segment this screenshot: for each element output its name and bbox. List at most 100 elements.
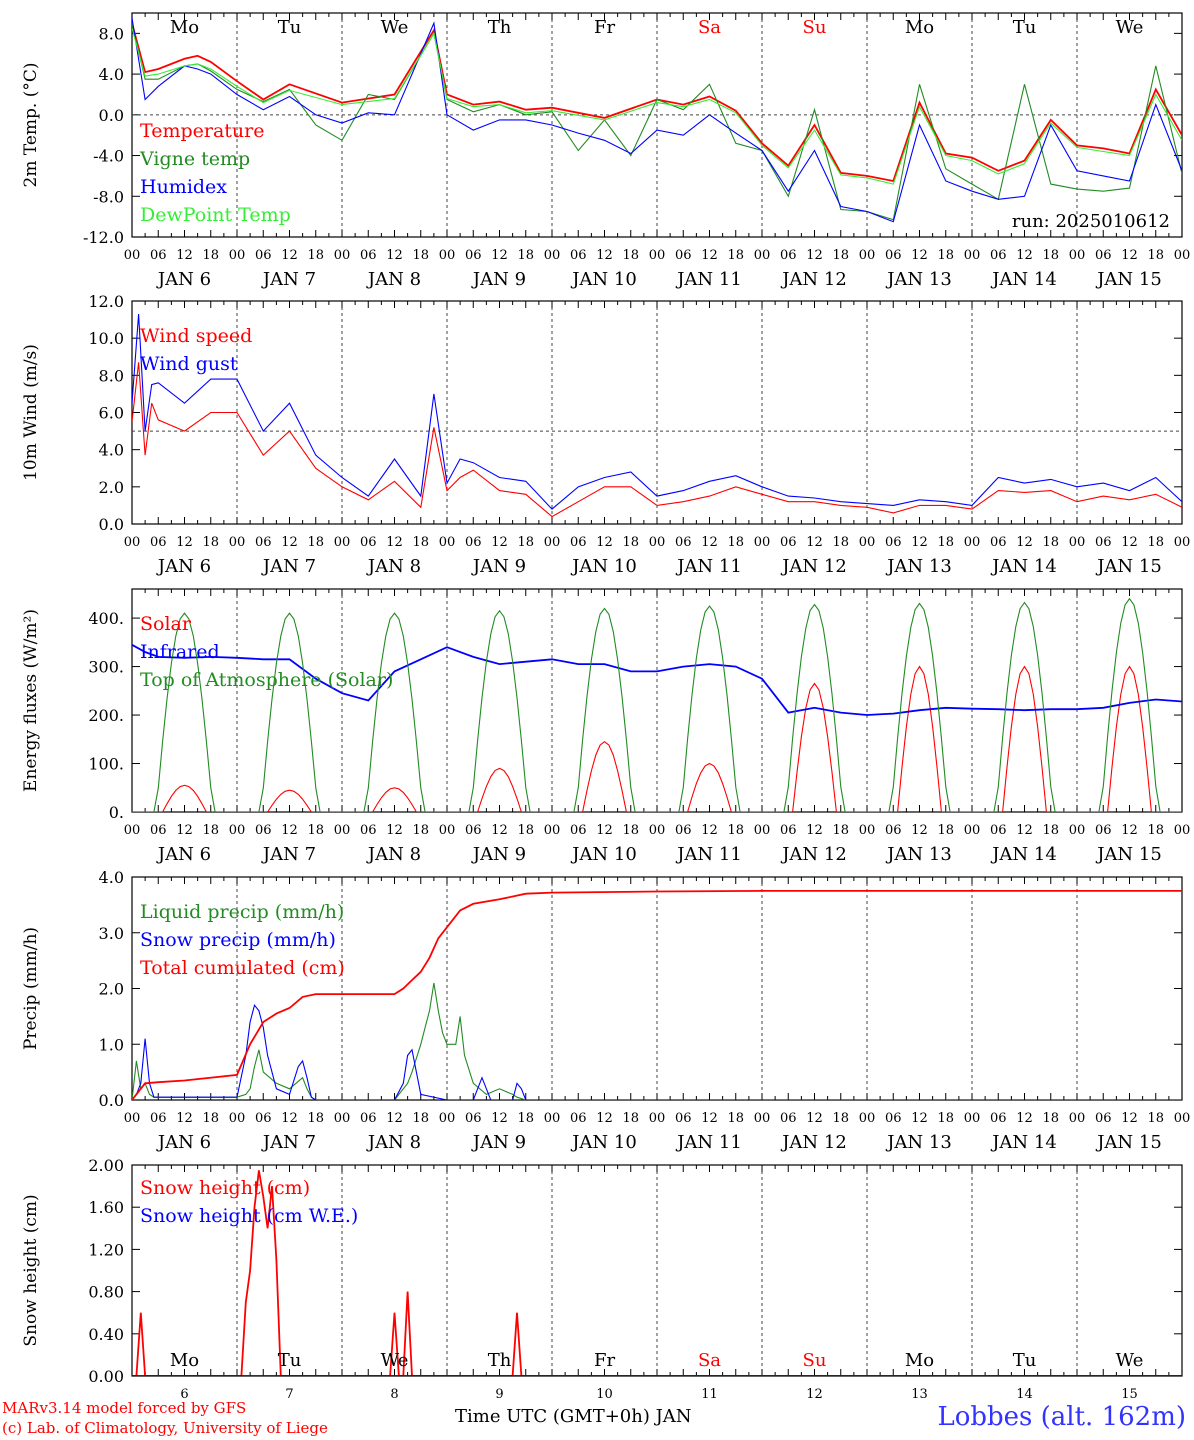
hour-label: 00	[544, 535, 561, 550]
y-tick-label: 6.0	[99, 404, 124, 423]
hour-label: 06	[990, 823, 1007, 838]
hour-label: 06	[570, 248, 587, 263]
station-name: Lobbes (alt. 162m)	[937, 1402, 1186, 1432]
y-axis-title: 2m Temp. (°C)	[21, 62, 41, 187]
hour-label: 18	[517, 248, 534, 263]
hour-label: 12	[1121, 248, 1138, 263]
hour-label: 18	[1147, 535, 1164, 550]
model-credit: MARv3.14 model forced by GFS	[2, 1399, 247, 1417]
hour-label: 12	[596, 535, 613, 550]
hour-label: 12	[911, 535, 928, 550]
date-label: JAN 6	[156, 844, 211, 865]
y-tick-label: 0.0	[99, 515, 124, 534]
hour-label: 00	[1174, 248, 1191, 263]
legend-entry: Vigne temp	[139, 148, 250, 170]
hour-label: 06	[780, 535, 797, 550]
hour-label: 00	[229, 1111, 246, 1126]
hour-label: 12	[386, 1111, 403, 1126]
hour-label: 06	[150, 248, 167, 263]
hour-label: 18	[622, 1111, 639, 1126]
date-label: JAN 11	[675, 269, 742, 290]
date-label: JAN 6	[156, 1132, 211, 1153]
date-label: JAN 8	[366, 844, 421, 865]
hour-label: 06	[465, 248, 482, 263]
series-group	[132, 597, 1182, 812]
date-label: JAN 14	[990, 1132, 1057, 1153]
hour-label: 12	[806, 823, 823, 838]
y-tick-label: 8.0	[99, 24, 124, 43]
date-label: JAN 6	[156, 556, 211, 577]
hour-label: 06	[570, 823, 587, 838]
hour-label: 00	[124, 248, 141, 263]
hour-label: 06	[885, 248, 902, 263]
hour-label: 12	[596, 1111, 613, 1126]
weekday-label: Tu	[278, 1350, 302, 1371]
weekday-label: Mo	[905, 17, 934, 38]
legend-entry: Humidex	[140, 176, 227, 198]
hour-label: 00	[754, 248, 771, 263]
date-label: JAN 15	[1095, 844, 1162, 865]
hour-label: 06	[150, 1111, 167, 1126]
hour-label: 12	[281, 1111, 298, 1126]
hour-label: 12	[911, 823, 928, 838]
hour-label: 18	[937, 1111, 954, 1126]
hour-label: 12	[491, 535, 508, 550]
series-line-temperature	[132, 22, 1182, 183]
date-label: JAN 10	[570, 844, 637, 865]
weekday-label: Mo	[905, 1350, 934, 1371]
hour-label: 18	[622, 823, 639, 838]
date-label: JAN 15	[1095, 556, 1162, 577]
date-label: JAN 14	[990, 269, 1057, 290]
date-label: JAN 12	[780, 1132, 847, 1153]
hour-label: 00	[544, 1111, 561, 1126]
hour-label: 00	[964, 1111, 981, 1126]
hour-label: 18	[832, 1111, 849, 1126]
hour-label: 18	[412, 535, 429, 550]
date-label: JAN 11	[675, 556, 742, 577]
hour-label: 18	[832, 248, 849, 263]
hour-label: 12	[911, 248, 928, 263]
hour-label: 06	[675, 1111, 692, 1126]
date-label: JAN 8	[366, 556, 421, 577]
panel-4: 4.0 3.0 2.0 1.0 0.0 Precip (mm/h) Liquid preci…	[21, 868, 1190, 1153]
hour-label: 12	[386, 823, 403, 838]
hour-label: 18	[1042, 1111, 1059, 1126]
hour-label: 12	[176, 823, 193, 838]
hour-label: 18	[307, 535, 324, 550]
day-number-label: 15	[1121, 1387, 1138, 1402]
hour-label: 12	[596, 248, 613, 263]
y-tick-label: 300.	[88, 658, 124, 677]
date-label: JAN 8	[366, 269, 421, 290]
hour-label: 00	[1174, 535, 1191, 550]
date-label: JAN 13	[885, 1132, 952, 1153]
hour-label: 18	[622, 248, 639, 263]
hour-label: 00	[439, 248, 456, 263]
date-label: JAN 15	[1095, 1132, 1162, 1153]
hour-label: 06	[150, 535, 167, 550]
legend-entry: Wind gust	[140, 353, 238, 375]
hour-label: 18	[1042, 535, 1059, 550]
hour-label: 00	[229, 535, 246, 550]
hour-label: 06	[360, 535, 377, 550]
hour-label: 18	[307, 823, 324, 838]
legend-entry: Wind speed	[140, 325, 252, 347]
hour-label: 06	[990, 248, 1007, 263]
legend-entry: Liquid precip (mm/h)	[140, 901, 344, 923]
hour-label: 00	[334, 823, 351, 838]
hour-label: 06	[675, 248, 692, 263]
legend-entry: Temperature	[140, 120, 264, 142]
copyright-credit: (c) Lab. of Climatology, University of L…	[2, 1419, 328, 1437]
hour-label: 12	[281, 823, 298, 838]
hour-label: 00	[1069, 1111, 1086, 1126]
x-axis-title: Time UTC (GMT+0h) JAN	[455, 1406, 692, 1427]
hour-label: 18	[202, 248, 219, 263]
hour-label: 12	[806, 1111, 823, 1126]
weekday-label: Fr	[594, 17, 615, 38]
hour-label: 06	[780, 248, 797, 263]
weekday-label: Tu	[1013, 1350, 1037, 1371]
hour-label: 06	[885, 823, 902, 838]
hour-label: 18	[727, 823, 744, 838]
hour-label: 12	[1016, 535, 1033, 550]
hour-label: 00	[859, 248, 876, 263]
